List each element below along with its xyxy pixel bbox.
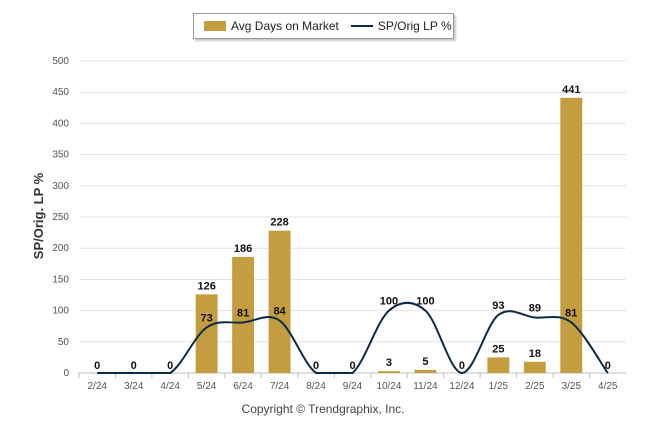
- bar: [378, 371, 400, 373]
- x-tick-label: 6/24: [233, 381, 253, 392]
- line-value-label: 73: [201, 312, 213, 324]
- data-labels: 126 186 228 3 5 25 18 441 0 0 0 73 81 84 0 0 100 100 0 93 89…: [94, 84, 611, 372]
- y-tick-label: 150: [52, 274, 69, 285]
- bar: [232, 256, 255, 373]
- bar-series: [195, 97, 583, 373]
- line-swatch-icon: [350, 25, 373, 27]
- x-tick-label: 8/24: [306, 381, 326, 392]
- bar: [414, 369, 437, 373]
- line-value-label: 0: [94, 360, 100, 372]
- bar-value-label: 18: [529, 348, 541, 360]
- line-value-label: 0: [167, 360, 173, 372]
- y-axis-label: SP/Orig. LP %: [31, 172, 46, 259]
- line-value-label: 100: [416, 296, 434, 308]
- line-value-label: 0: [605, 360, 611, 372]
- bar: [195, 294, 218, 373]
- x-tick-label: 7/24: [270, 381, 290, 392]
- bar-value-label: 5: [422, 356, 428, 368]
- legend-item-line: SP/Orig LP %: [339, 19, 452, 33]
- legend-item-bar: Avg Days on Market: [194, 19, 339, 33]
- y-tick-label: 400: [52, 118, 69, 129]
- line-value-label: 0: [131, 360, 137, 372]
- line-value-label: 93: [492, 300, 504, 312]
- legend-line-label: SP/Orig LP %: [377, 19, 452, 33]
- bar: [487, 357, 510, 373]
- x-tick-label: 2/24: [87, 381, 107, 392]
- line-value-label: 84: [273, 306, 286, 318]
- line-value-label: 0: [313, 360, 319, 372]
- bar-value-label: 3: [386, 357, 392, 369]
- line-value-label: 81: [565, 307, 577, 319]
- bar: [560, 97, 583, 373]
- y-tick-label: 200: [52, 243, 69, 254]
- x-tick-label: 3/24: [124, 381, 144, 392]
- legend-bar-label: Avg Days on Market: [231, 19, 339, 33]
- bar-swatch-icon: [204, 21, 226, 31]
- x-tick-label: 11/24: [413, 381, 438, 392]
- x-tick-label: 10/24: [376, 381, 401, 392]
- bar-value-label: 441: [562, 84, 580, 96]
- line-value-label: 0: [349, 360, 355, 372]
- line-value-label: 81: [237, 307, 249, 319]
- bar: [268, 230, 291, 373]
- bar-value-label: 186: [234, 243, 252, 255]
- x-tick-label: 12/24: [449, 381, 474, 392]
- sp-orig-lp-line: [97, 301, 609, 375]
- y-tick-label: 0: [63, 368, 69, 379]
- y-tick-label: 500: [52, 56, 69, 67]
- line-value-label: 100: [380, 296, 398, 308]
- x-tick-label: 2/25: [525, 381, 545, 392]
- x-tick-label: 5/24: [197, 381, 217, 392]
- legend: Avg Days on Market SP/Orig LP %: [193, 13, 454, 39]
- bar-value-label: 25: [492, 343, 504, 355]
- bar-value-label: 228: [270, 217, 288, 229]
- x-tick-label: 4/25: [598, 381, 618, 392]
- line-value-label: 0: [459, 360, 465, 372]
- y-tick-label: 50: [58, 337, 70, 348]
- y-axis-ticks: 0 50 100 150 200 250 300 350 400 450 500: [52, 56, 69, 379]
- line-value-label: 89: [529, 302, 541, 314]
- bar: [523, 361, 546, 373]
- x-tick-label: 3/25: [562, 381, 582, 392]
- copyright-footer: Copyright © Trendgraphix, Inc.: [241, 402, 405, 416]
- bar-value-label: 126: [197, 280, 215, 292]
- y-tick-label: 450: [52, 87, 69, 98]
- x-tick-label: 1/25: [489, 381, 509, 392]
- y-tick-label: 350: [52, 150, 69, 161]
- x-tick-label: 4/24: [160, 381, 180, 392]
- y-tick-label: 250: [52, 212, 69, 223]
- y-tick-label: 300: [52, 181, 69, 192]
- y-tick-label: 100: [52, 306, 69, 317]
- x-axis-ticks: 2/24 3/24 4/24 5/24 6/24 7/24 8/24 9/24 10/24 11/…: [78, 373, 618, 392]
- x-tick-label: 9/24: [343, 381, 363, 392]
- line-series: [97, 301, 609, 375]
- grid-lines: [79, 60, 626, 374]
